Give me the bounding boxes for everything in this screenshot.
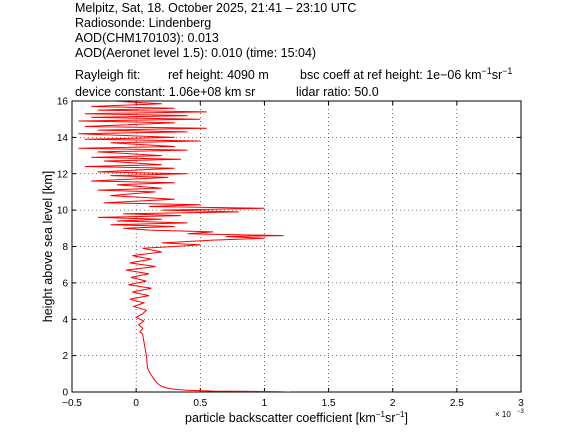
x-tick-label: 1 [262, 398, 268, 409]
y-tick-label: 0 [62, 388, 68, 399]
series-layer [78, 101, 291, 392]
header-bsc-coeff: bsc coeff at ref height: 1e−06 km−1sr−1 [300, 66, 513, 83]
y-tick-label: 4 [62, 315, 68, 326]
bsc-coeff-sup2: −1 [502, 66, 513, 76]
y-tick-label: 16 [57, 97, 69, 108]
x-tick-label: 0.5 [193, 398, 207, 409]
x-tick-label: 1.5 [322, 398, 336, 409]
bsc-coeff-text: bsc coeff at ref height: 1e−06 km [300, 68, 482, 82]
y-tick-label: 10 [57, 206, 69, 217]
x-multiplier-exponent: −3 [517, 409, 525, 415]
header-device-constant: device constant: 1.06e+08 km sr [75, 85, 256, 99]
header-rayleigh-label: Rayleigh fit: [75, 68, 141, 82]
header-lidar-ratio: lidar ratio: 50.0 [296, 85, 379, 99]
x-tick-label: 2.5 [450, 398, 464, 409]
x-tick-label: −0.5 [62, 398, 82, 409]
bsc-coeff-sup1: −1 [481, 66, 492, 76]
backscatter-profile-line [78, 101, 291, 392]
x-axis-label-part: ] [405, 411, 408, 425]
y-axis-label: height above sea level [km] [41, 171, 55, 322]
x-axis-label-superscript: −1 [395, 410, 405, 419]
x-axis-label-part: particle backscatter coefficient [km [185, 411, 376, 425]
x-tick-label: 2 [390, 398, 396, 409]
header-aod-chm: AOD(CHM170103): 0.013 [75, 31, 219, 45]
y-tick-label: 14 [57, 133, 69, 144]
x-axis-label-part: sr [385, 411, 395, 425]
header-radiosonde: Radiosonde: Lindenberg [75, 16, 212, 30]
y-tick-label: 8 [62, 242, 68, 253]
x-tick-label: 3 [518, 398, 524, 409]
y-tick-label: 12 [57, 169, 69, 180]
y-tick-label: 2 [62, 351, 68, 362]
y-tick-label: 6 [62, 278, 68, 289]
x-tick-label: 0 [133, 398, 139, 409]
x-axis-label-superscript: −1 [376, 410, 386, 419]
header-ref-height: ref height: 4090 m [168, 68, 269, 82]
header-title: Melpitz, Sat, 18. October 2025, 21:41 – … [75, 1, 357, 15]
x-multiplier: × 10 [495, 410, 511, 419]
bsc-coeff-mid: sr [491, 68, 503, 82]
header-aod-aeronet: AOD(Aeronet level 1.5): 0.010 (time: 15:… [75, 46, 317, 60]
axes [71, 100, 522, 393]
x-axis-label: particle backscatter coefficient [km−1sr… [185, 410, 408, 425]
